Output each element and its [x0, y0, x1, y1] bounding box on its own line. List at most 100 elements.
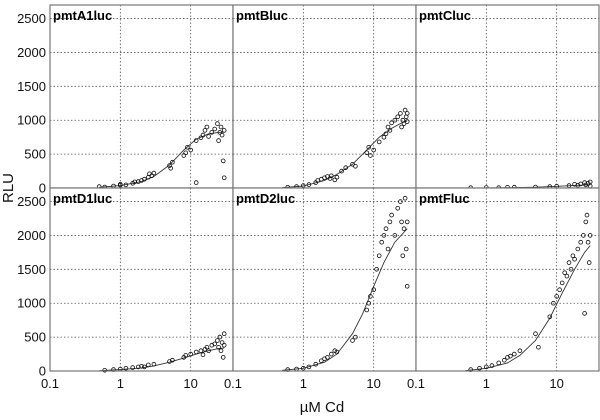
data-point [511, 351, 517, 357]
data-point [371, 147, 377, 153]
data-point [554, 294, 559, 299]
data-point [198, 348, 204, 354]
data-point [381, 233, 387, 238]
x-tick-label: 0.1 [224, 376, 242, 391]
data-point [139, 363, 144, 369]
data-point [212, 126, 218, 132]
x-tick-label: 0.1 [407, 376, 425, 391]
data-point [306, 364, 312, 370]
y-tick-label: 1000 [17, 296, 46, 311]
data-point [404, 219, 410, 225]
x-axis: 0.1 1 10 0.1 1 10 0.1 1 10 [41, 376, 564, 391]
data-point [193, 138, 199, 143]
panel-title: pmtFluc [419, 191, 470, 206]
data-point [496, 360, 502, 366]
data-point [387, 128, 393, 133]
data-point [568, 266, 574, 272]
data-point [221, 128, 227, 133]
data-point [215, 338, 220, 343]
panel-background [416, 5, 599, 188]
panel-frame [415, 187, 600, 372]
data-point [581, 233, 586, 238]
panel-pmtD2luc: pmtD2luc [232, 187, 417, 372]
panel-pmtCluc: pmtCluc [415, 4, 600, 191]
data-point [395, 206, 401, 211]
data-point [123, 365, 129, 371]
data-point [371, 287, 377, 293]
data-point [389, 120, 394, 126]
y-tick-label: 500 [24, 330, 46, 345]
data-point [387, 219, 393, 225]
data-point [477, 365, 482, 371]
panel-pmtA1luc: pmtA1luc [49, 4, 234, 190]
data-point [327, 176, 333, 181]
data-point [142, 364, 147, 370]
data-point [559, 280, 565, 286]
data-point [102, 367, 107, 373]
data-point [209, 130, 215, 135]
data-point [183, 150, 189, 156]
data-point [221, 175, 227, 181]
data-point [215, 121, 220, 126]
data-point [385, 124, 391, 130]
data-point [328, 351, 334, 357]
fit-curve [465, 245, 591, 372]
panel-background [50, 188, 233, 371]
data-point [562, 270, 567, 276]
data-point [136, 364, 141, 370]
data-point [328, 173, 334, 179]
data-point [383, 131, 389, 137]
panel-pmtD1luc: pmtD1luc [49, 187, 234, 373]
data-point [325, 355, 330, 360]
y-tick-label: 1500 [17, 262, 46, 277]
data-point [583, 219, 589, 225]
data-point [395, 114, 401, 120]
data-point [483, 364, 489, 370]
panel-background [233, 188, 416, 371]
data-point [404, 119, 410, 124]
data-point [572, 256, 577, 262]
data-point [404, 283, 410, 289]
data-point [218, 348, 224, 354]
y-tick-label: 1500 [17, 79, 46, 94]
panel-grid: pmtA1luc pmtBluc pmtCluc pmtD1luc pmtD2luc pm… [49, 4, 600, 373]
data-point [221, 331, 227, 337]
y-tick-label: 2000 [17, 45, 46, 60]
data-point [220, 158, 226, 164]
data-point [364, 307, 370, 313]
data-point [221, 342, 227, 348]
data-point [392, 117, 398, 123]
data-point [364, 150, 370, 156]
data-point [217, 334, 223, 340]
data-point [206, 348, 211, 354]
data-point [300, 365, 306, 371]
x-tick-label: 1 [483, 376, 490, 391]
x-tick-label: 10 [366, 376, 380, 391]
panel-title: pmtD2luc [236, 191, 295, 206]
data-point [366, 300, 372, 306]
data-point [402, 195, 408, 201]
y-tick-label: 2500 [17, 11, 46, 26]
data-point [398, 111, 403, 116]
data-point [212, 341, 218, 347]
data-point [587, 233, 593, 238]
data-point [339, 168, 344, 174]
x-tick-label: 1 [117, 376, 124, 391]
data-point [151, 170, 157, 176]
data-point [374, 266, 379, 272]
data-point [193, 349, 199, 355]
data-point [399, 219, 404, 225]
data-point [313, 361, 319, 367]
panel-pmtBluc: pmtBluc [232, 4, 417, 190]
y-tick-label: 2500 [17, 194, 46, 209]
data-point [353, 334, 358, 340]
data-point [170, 159, 175, 165]
data-point [168, 166, 174, 171]
data-point [130, 365, 136, 370]
panel-title: pmtD1luc [53, 191, 112, 206]
data-point [536, 344, 541, 350]
data-point [575, 246, 581, 252]
data-point [185, 145, 190, 150]
